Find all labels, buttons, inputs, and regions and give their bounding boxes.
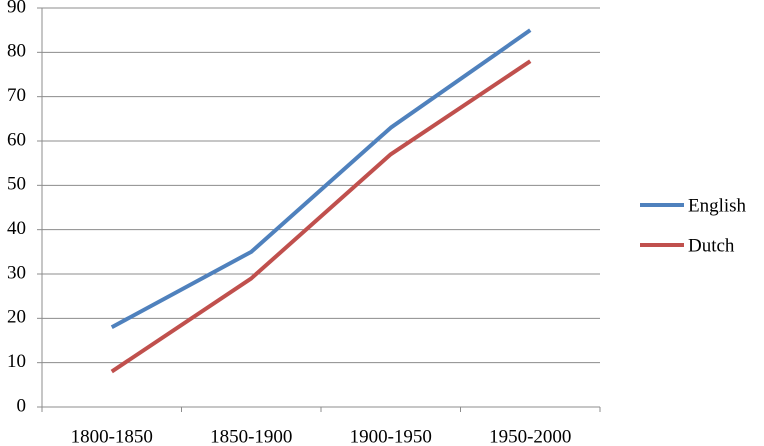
legend-label: Dutch bbox=[688, 235, 735, 256]
y-tick-label: 90 bbox=[7, 0, 26, 17]
y-tick-label: 20 bbox=[7, 307, 26, 328]
y-tick-label: 60 bbox=[7, 129, 26, 150]
series-line bbox=[110, 59, 532, 374]
y-tick-label: 50 bbox=[7, 174, 26, 195]
y-tick-label: 10 bbox=[7, 351, 26, 372]
y-tick-label: 0 bbox=[17, 395, 27, 416]
y-tick-label: 70 bbox=[7, 85, 26, 106]
x-tick-label: 1800-1850 bbox=[71, 426, 153, 446]
x-tick-label: 1900-1950 bbox=[350, 426, 432, 446]
x-tick-label: 1850-1900 bbox=[210, 426, 292, 446]
legend-label: English bbox=[688, 195, 747, 216]
series-line bbox=[110, 28, 532, 329]
x-tick-label: 1950-2000 bbox=[489, 426, 571, 446]
y-tick-label: 30 bbox=[7, 262, 26, 283]
y-tick-label: 80 bbox=[7, 41, 26, 62]
y-tick-label: 40 bbox=[7, 218, 26, 239]
